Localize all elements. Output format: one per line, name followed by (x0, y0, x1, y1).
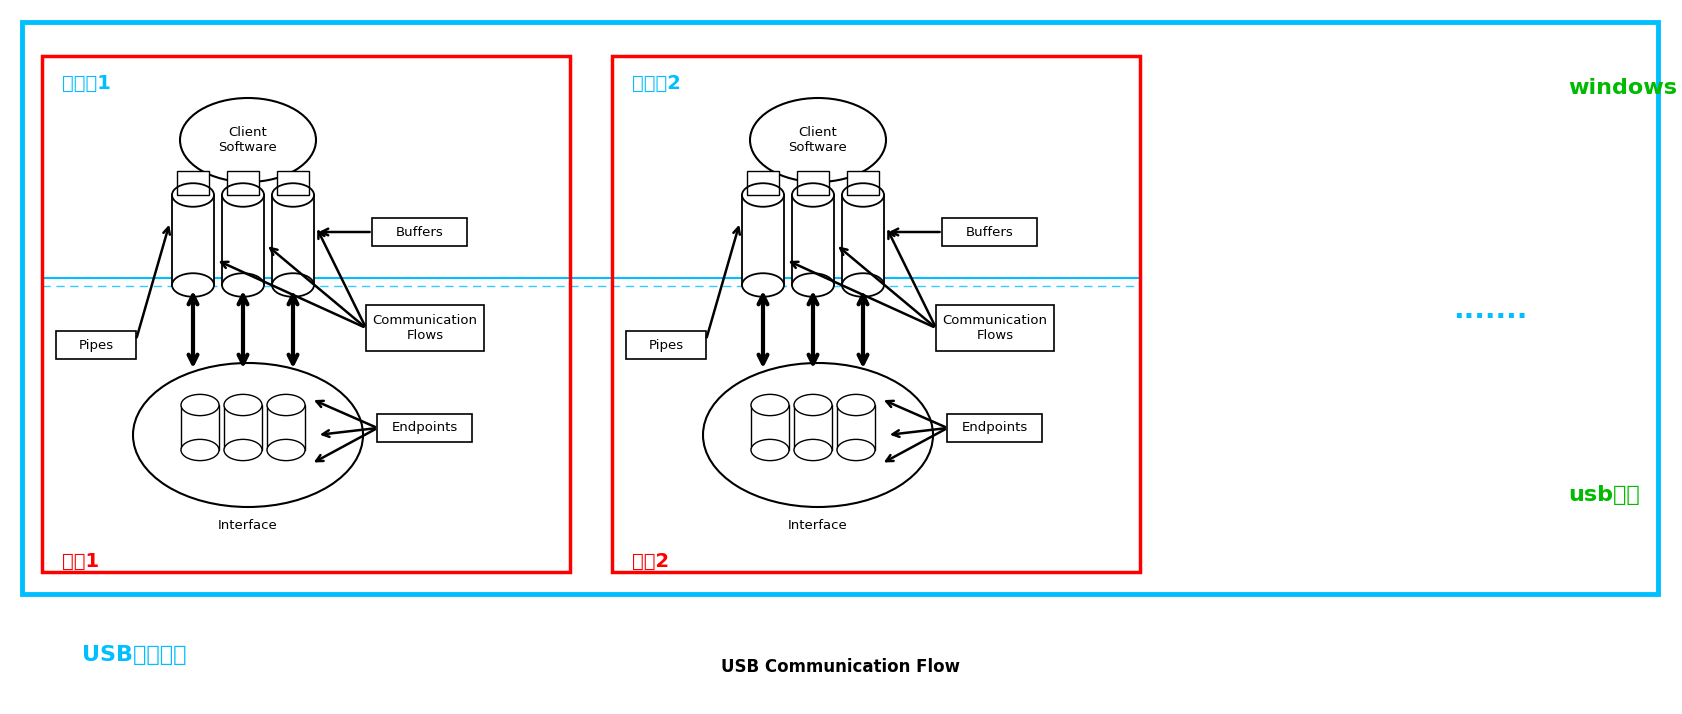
Ellipse shape (222, 183, 264, 207)
Text: Client
Software: Client Software (219, 126, 278, 154)
Text: Endpoints: Endpoints (392, 421, 458, 435)
Ellipse shape (838, 439, 875, 461)
Text: 客户端1: 客户端1 (62, 74, 111, 93)
Text: Interface: Interface (789, 519, 848, 532)
Bar (750, 405, 789, 450)
Text: 接口2: 接口2 (632, 552, 669, 571)
Text: Buffers: Buffers (965, 226, 1014, 238)
Ellipse shape (172, 183, 214, 207)
Bar (843, 195, 885, 285)
Ellipse shape (182, 439, 219, 461)
Ellipse shape (222, 273, 264, 297)
Bar (838, 405, 875, 450)
Bar (947, 414, 1043, 442)
Bar (367, 305, 484, 351)
Ellipse shape (843, 273, 885, 297)
Bar (797, 171, 829, 195)
Ellipse shape (843, 183, 885, 207)
Bar (626, 331, 706, 359)
Ellipse shape (267, 439, 304, 461)
Text: 接口1: 接口1 (62, 552, 99, 571)
Text: Pipes: Pipes (649, 338, 683, 351)
Bar (222, 195, 264, 285)
Ellipse shape (224, 394, 262, 416)
Bar (747, 171, 779, 195)
Bar (22, 22, 1658, 594)
Text: Client
Software: Client Software (789, 126, 848, 154)
Text: Communication
Flows: Communication Flows (372, 314, 478, 342)
Ellipse shape (272, 183, 315, 207)
Bar (182, 405, 219, 450)
Bar (42, 56, 570, 572)
Bar (56, 331, 136, 359)
Bar (848, 171, 880, 195)
Bar (935, 305, 1055, 351)
Text: 客户端2: 客户端2 (632, 74, 681, 93)
Bar (278, 171, 309, 195)
Bar (172, 195, 214, 285)
Ellipse shape (794, 394, 833, 416)
Ellipse shape (180, 98, 316, 182)
Ellipse shape (742, 183, 784, 207)
Bar (742, 195, 784, 285)
Bar (942, 218, 1038, 246)
Text: Communication
Flows: Communication Flows (942, 314, 1048, 342)
Ellipse shape (267, 394, 304, 416)
Text: Interface: Interface (219, 519, 278, 532)
Bar (612, 56, 1140, 572)
Ellipse shape (838, 394, 875, 416)
Text: USB Communication Flow: USB Communication Flow (722, 658, 960, 676)
Ellipse shape (792, 273, 834, 297)
Bar (267, 405, 304, 450)
Text: Buffers: Buffers (397, 226, 444, 238)
Bar (224, 405, 262, 450)
Ellipse shape (750, 439, 789, 461)
Text: Pipes: Pipes (79, 338, 114, 351)
Bar (272, 195, 315, 285)
Ellipse shape (133, 363, 363, 507)
Bar (792, 195, 834, 285)
Bar (177, 171, 209, 195)
Ellipse shape (182, 394, 219, 416)
Ellipse shape (703, 363, 934, 507)
Ellipse shape (750, 98, 886, 182)
Bar (794, 405, 833, 450)
Text: Endpoints: Endpoints (962, 421, 1028, 435)
Ellipse shape (794, 439, 833, 461)
Text: windows: windows (1568, 78, 1677, 98)
Ellipse shape (272, 273, 315, 297)
Ellipse shape (742, 273, 784, 297)
Ellipse shape (172, 273, 214, 297)
Bar (372, 218, 468, 246)
Ellipse shape (792, 183, 834, 207)
Text: usb设备: usb设备 (1568, 485, 1640, 505)
Bar (377, 414, 473, 442)
Text: USB讯通架构: USB讯通架构 (82, 645, 187, 665)
Ellipse shape (750, 394, 789, 416)
Ellipse shape (224, 439, 262, 461)
Bar (227, 171, 259, 195)
Text: .......: ....... (1453, 296, 1527, 324)
